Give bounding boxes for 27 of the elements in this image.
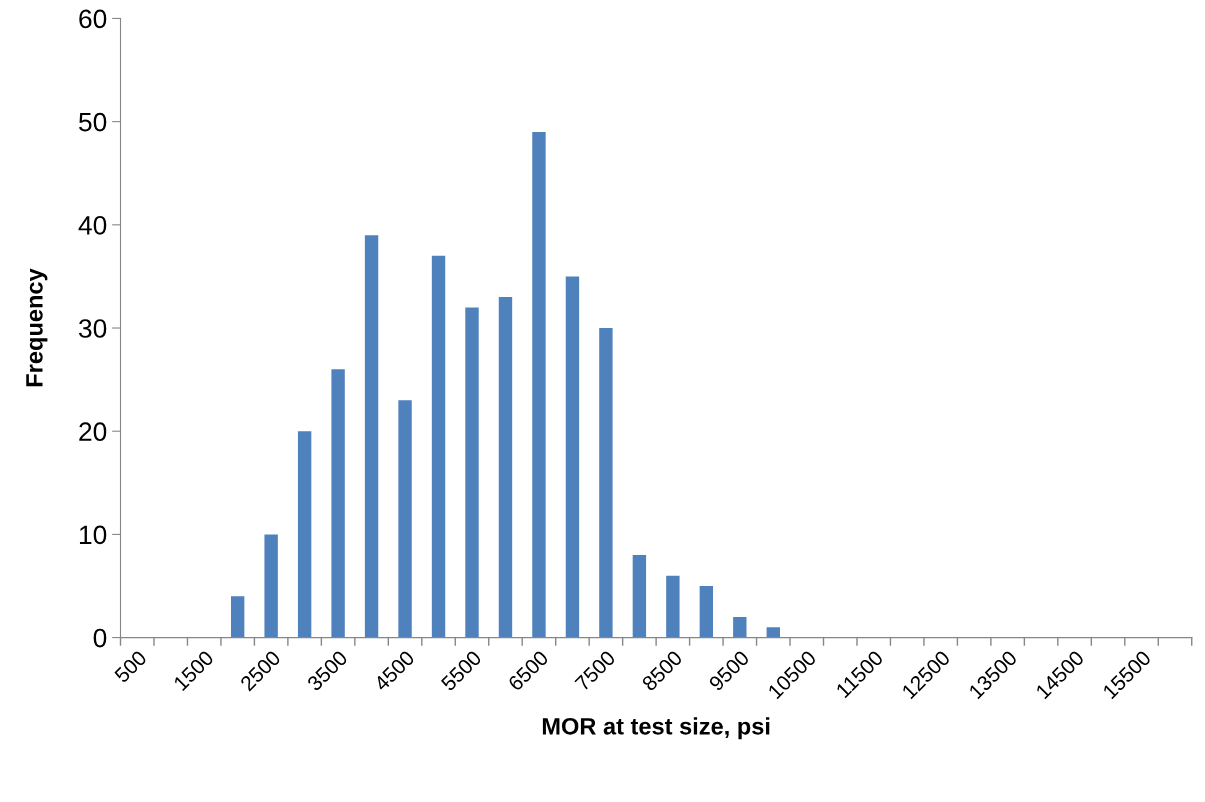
bar [398, 400, 412, 638]
bar [364, 235, 379, 638]
x-tick-label: 500 [113, 649, 148, 684]
y-tick-label: 20 [79, 422, 107, 442]
bar [230, 596, 245, 638]
bar [599, 328, 613, 638]
bar [431, 255, 446, 638]
bar [565, 276, 580, 638]
y-tick-label: 40 [78, 215, 107, 235]
bar [766, 627, 780, 638]
bar [632, 555, 647, 638]
y-tick-label: 0 [93, 628, 107, 648]
y-tick-label: 50 [79, 112, 107, 132]
y-axis-title: Frequency [26, 268, 48, 387]
bar [297, 431, 312, 638]
y-tick-label: 60 [79, 9, 107, 29]
x-axis-title: MOR at test size, psi [542, 717, 770, 740]
bar [498, 297, 513, 638]
bar [699, 585, 714, 638]
y-tick-label: 10 [79, 525, 107, 545]
bar [532, 131, 546, 638]
bar [264, 534, 278, 638]
bar [733, 616, 747, 638]
bar [465, 307, 479, 638]
bar [331, 369, 345, 638]
y-tick-label: 30 [78, 319, 107, 338]
bar [666, 575, 680, 638]
